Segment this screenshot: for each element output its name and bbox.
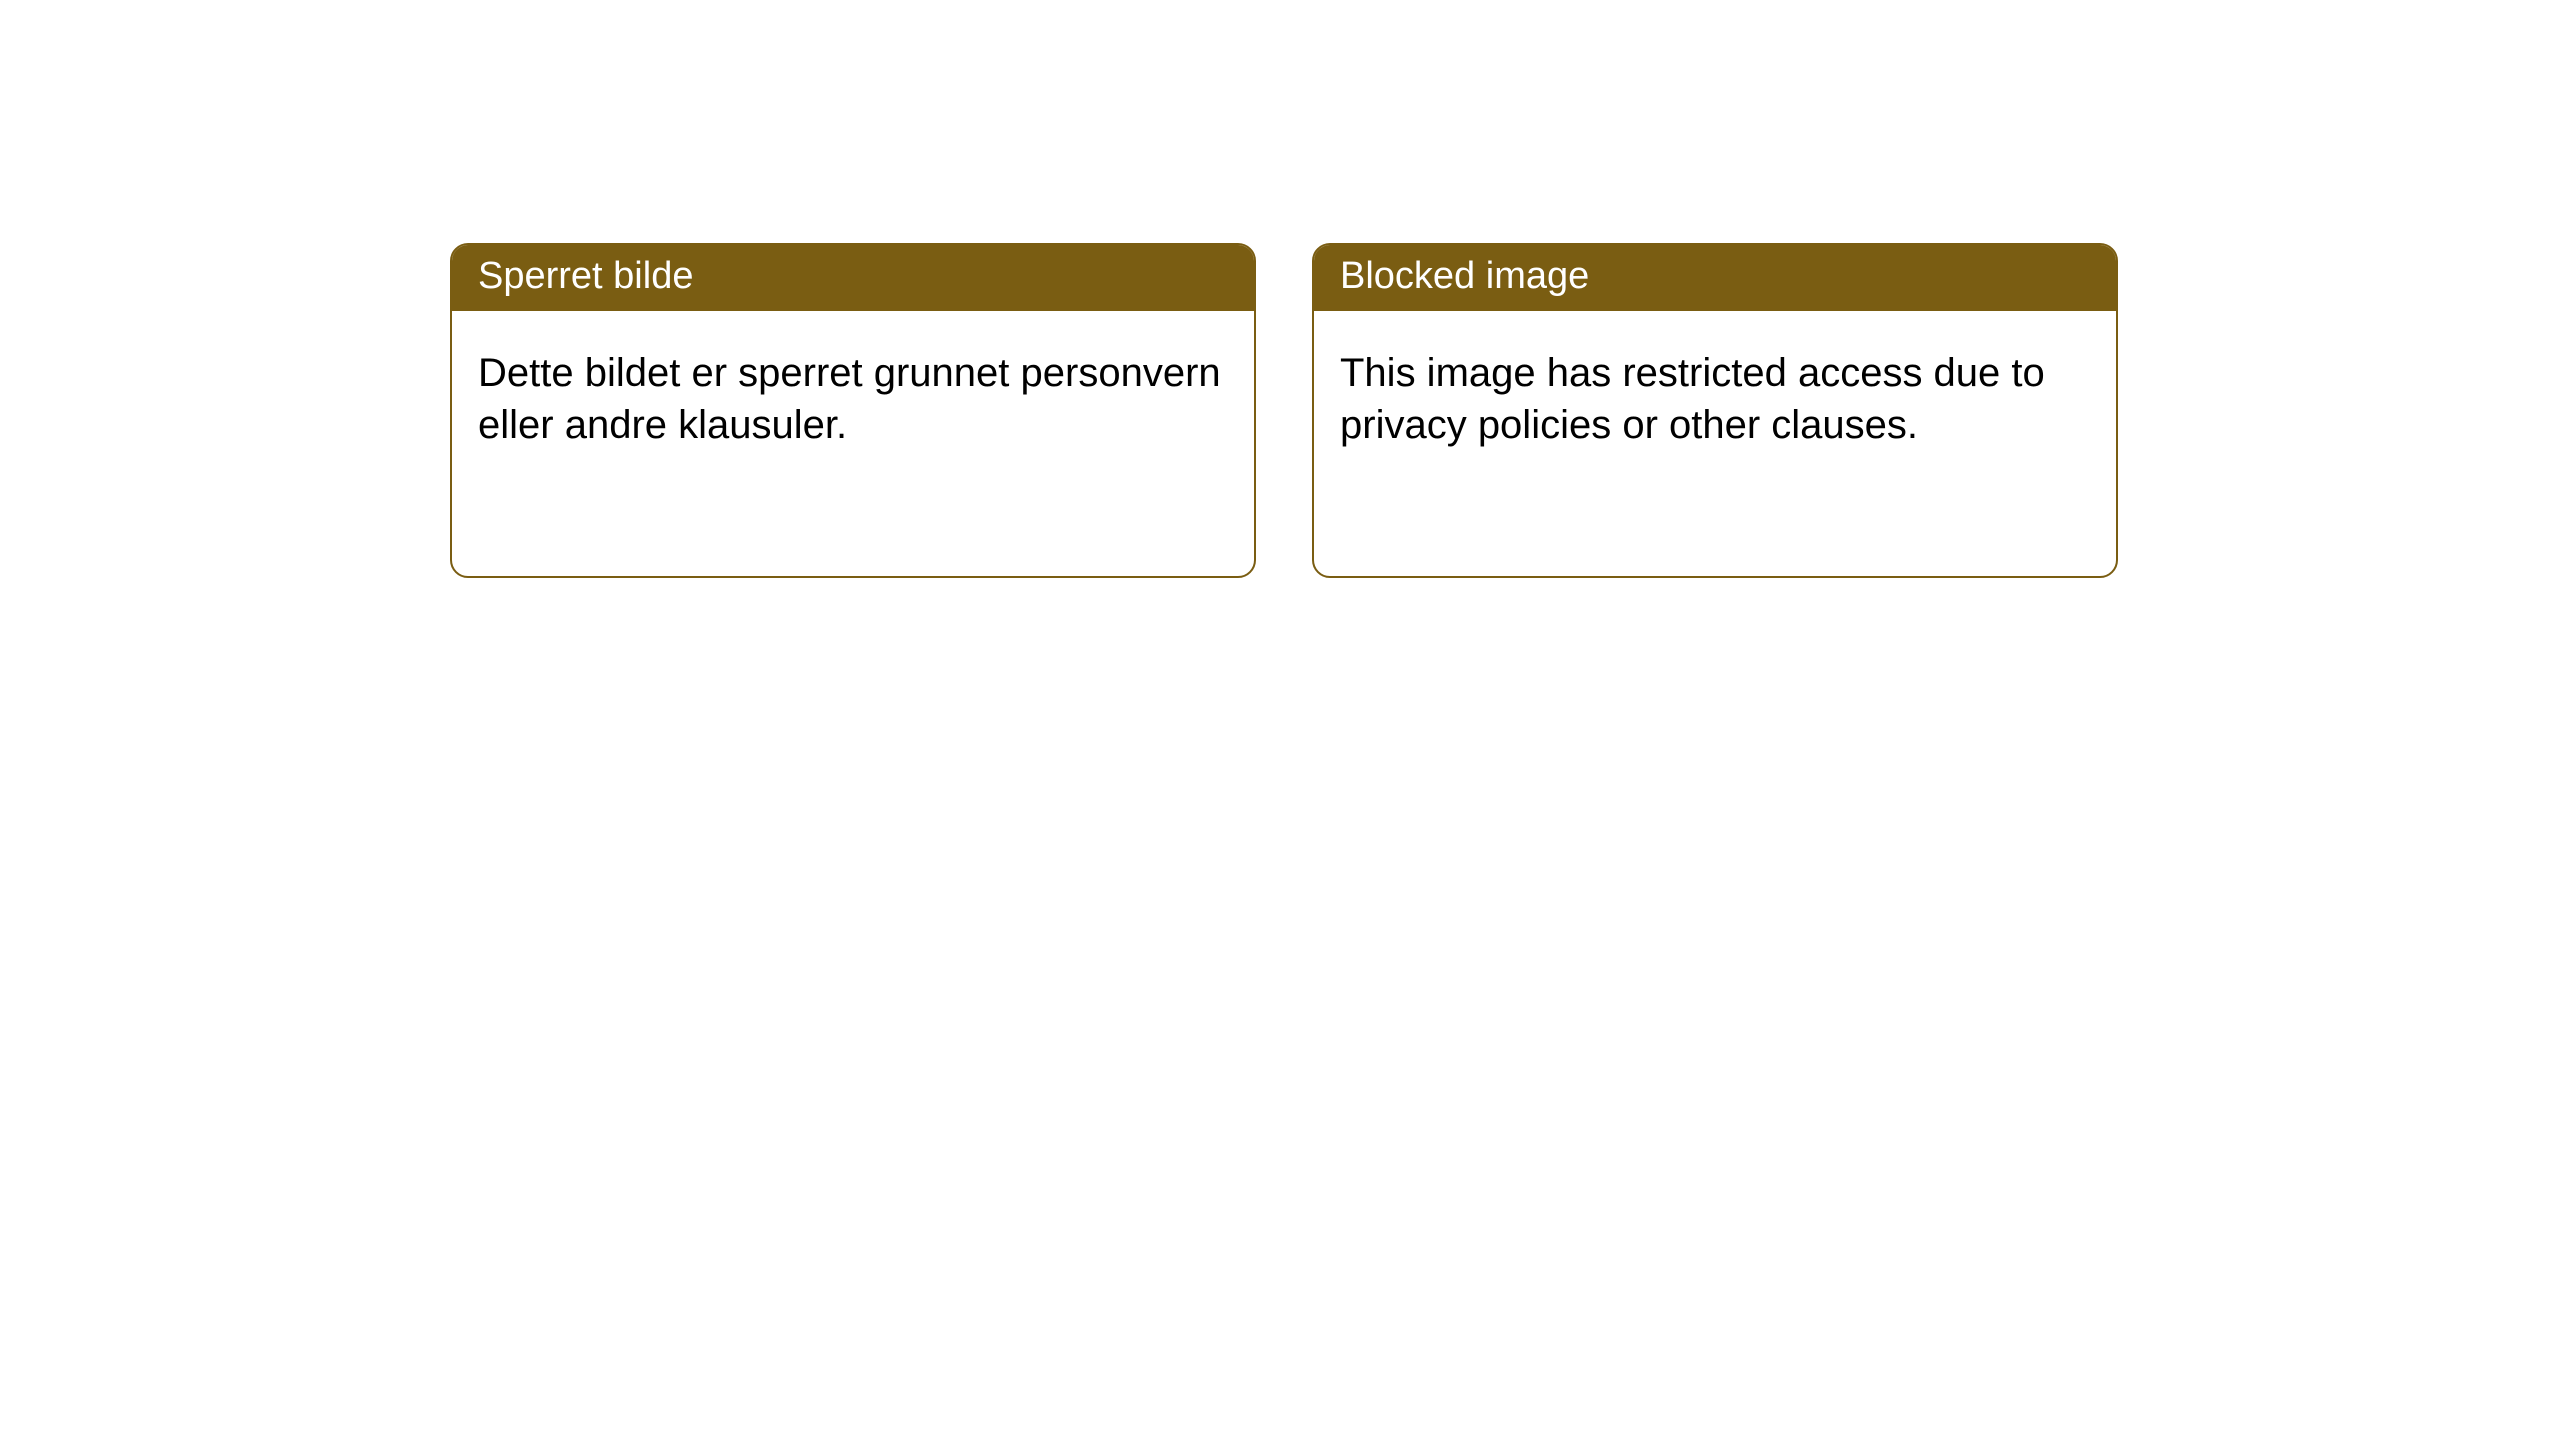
notice-container: Sperret bilde Dette bildet er sperret gr… [0, 0, 2560, 578]
card-body: Dette bildet er sperret grunnet personve… [452, 311, 1254, 477]
blocked-image-card-no: Sperret bilde Dette bildet er sperret gr… [450, 243, 1256, 578]
card-header: Blocked image [1314, 245, 2116, 311]
card-header: Sperret bilde [452, 245, 1254, 311]
card-body: This image has restricted access due to … [1314, 311, 2116, 477]
blocked-image-card-en: Blocked image This image has restricted … [1312, 243, 2118, 578]
